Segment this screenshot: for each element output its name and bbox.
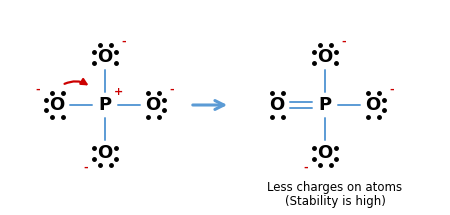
Text: -: - [304, 163, 308, 173]
Text: -: - [122, 37, 126, 47]
FancyArrowPatch shape [64, 79, 86, 84]
Text: O: O [50, 96, 65, 114]
Text: O: O [145, 96, 161, 114]
Text: (Stability is high): (Stability is high) [284, 195, 386, 209]
Text: -: - [390, 85, 394, 95]
Text: -: - [36, 85, 40, 95]
Text: -: - [342, 37, 346, 47]
Text: O: O [97, 144, 112, 162]
Text: O: O [317, 144, 333, 162]
Text: O: O [317, 48, 333, 66]
Text: +: + [113, 87, 122, 97]
Text: -: - [84, 163, 88, 173]
Text: O: O [365, 96, 381, 114]
Text: -: - [170, 85, 174, 95]
Text: Less charges on atoms: Less charges on atoms [267, 181, 403, 194]
Text: P: P [319, 96, 332, 114]
Text: O: O [97, 48, 112, 66]
Text: O: O [270, 96, 284, 114]
Text: P: P [99, 96, 112, 114]
